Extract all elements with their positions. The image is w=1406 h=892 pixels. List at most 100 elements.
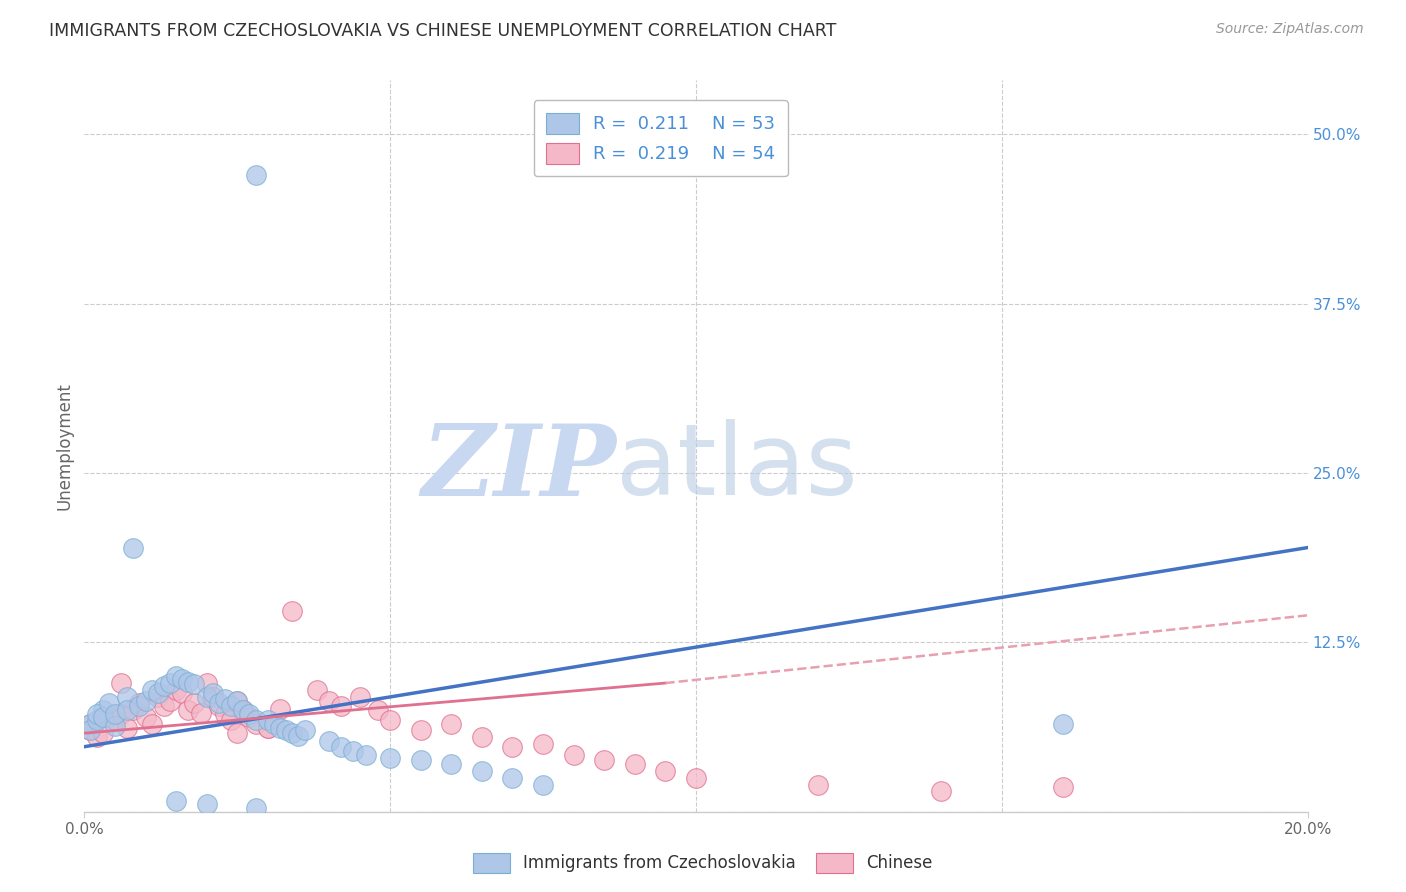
Point — [380, 713, 402, 727]
Point — [115, 721, 138, 735]
Point — [208, 697, 231, 711]
Point — [146, 685, 169, 699]
Point — [409, 753, 432, 767]
Point — [104, 707, 127, 722]
Point — [342, 744, 364, 758]
Point — [135, 710, 157, 724]
Point — [177, 674, 200, 689]
Point — [257, 713, 280, 727]
Point — [257, 721, 280, 735]
Point — [172, 685, 194, 699]
Point — [380, 750, 402, 764]
Point — [281, 604, 304, 618]
Point — [153, 699, 176, 714]
Point — [593, 753, 616, 767]
Point — [86, 707, 108, 722]
Point — [91, 726, 114, 740]
Point — [440, 757, 463, 772]
Point — [79, 723, 101, 738]
Point — [122, 703, 145, 717]
Point — [153, 679, 176, 693]
Point — [367, 703, 389, 717]
Point — [190, 706, 212, 720]
Point — [214, 707, 236, 722]
Point — [232, 703, 254, 717]
Point — [226, 693, 249, 707]
Point — [201, 690, 224, 704]
Point — [269, 721, 291, 735]
Point — [440, 716, 463, 731]
Point — [531, 778, 554, 792]
Point — [502, 739, 524, 754]
Point — [79, 716, 101, 731]
Legend: R =  0.211    N = 53, R =  0.219    N = 54: R = 0.211 N = 53, R = 0.219 N = 54 — [534, 100, 789, 177]
Point — [685, 771, 707, 785]
Point — [257, 721, 280, 735]
Point — [128, 699, 150, 714]
Point — [219, 699, 242, 714]
Point — [165, 682, 187, 697]
Point — [159, 676, 181, 690]
Legend: Immigrants from Czechoslovakia, Chinese: Immigrants from Czechoslovakia, Chinese — [467, 847, 939, 880]
Point — [97, 697, 120, 711]
Point — [281, 726, 304, 740]
Point — [562, 747, 585, 762]
Point — [219, 713, 242, 727]
Text: ZIP: ZIP — [422, 420, 616, 516]
Point — [183, 697, 205, 711]
Point — [263, 716, 285, 731]
Point — [269, 702, 291, 716]
Point — [172, 672, 194, 686]
Point — [214, 692, 236, 706]
Point — [195, 676, 218, 690]
Point — [245, 716, 267, 731]
Point — [294, 723, 316, 738]
Point — [245, 713, 267, 727]
Point — [226, 693, 249, 707]
Point — [409, 723, 432, 738]
Point — [195, 690, 218, 704]
Point — [318, 734, 340, 748]
Point — [195, 797, 218, 811]
Point — [159, 693, 181, 707]
Point — [165, 669, 187, 683]
Point — [471, 764, 494, 778]
Point — [654, 764, 676, 778]
Text: Source: ZipAtlas.com: Source: ZipAtlas.com — [1216, 22, 1364, 37]
Point — [531, 737, 554, 751]
Point — [86, 713, 108, 727]
Point — [115, 703, 138, 717]
Point — [354, 747, 377, 762]
Point — [305, 682, 328, 697]
Point — [141, 716, 163, 731]
Y-axis label: Unemployment: Unemployment — [55, 382, 73, 510]
Point — [91, 710, 114, 724]
Point — [245, 800, 267, 814]
Point — [104, 719, 127, 733]
Point — [79, 716, 101, 731]
Point — [165, 794, 187, 808]
Point — [177, 703, 200, 717]
Point — [128, 697, 150, 711]
Point — [232, 703, 254, 717]
Point — [110, 707, 132, 722]
Point — [104, 713, 127, 727]
Point — [201, 685, 224, 699]
Point — [238, 710, 260, 724]
Point — [146, 690, 169, 704]
Point — [238, 707, 260, 722]
Point — [208, 699, 231, 714]
Point — [226, 726, 249, 740]
Point — [318, 693, 340, 707]
Point — [349, 690, 371, 704]
Point — [110, 676, 132, 690]
Point — [330, 739, 353, 754]
Point — [330, 699, 353, 714]
Point — [1052, 716, 1074, 731]
Point — [86, 730, 108, 744]
Text: IMMIGRANTS FROM CZECHOSLOVAKIA VS CHINESE UNEMPLOYMENT CORRELATION CHART: IMMIGRANTS FROM CZECHOSLOVAKIA VS CHINES… — [49, 22, 837, 40]
Point — [79, 723, 101, 738]
Point — [287, 729, 309, 743]
Point — [502, 771, 524, 785]
Point — [141, 682, 163, 697]
